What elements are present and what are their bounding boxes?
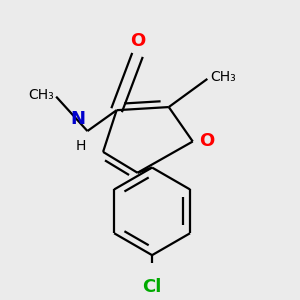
Text: O: O [199, 133, 214, 151]
Text: CH₃: CH₃ [210, 70, 236, 84]
Text: CH₃: CH₃ [28, 88, 54, 102]
Text: H: H [76, 139, 86, 153]
Text: Cl: Cl [142, 278, 162, 296]
Text: O: O [130, 32, 145, 50]
Text: N: N [71, 110, 86, 128]
